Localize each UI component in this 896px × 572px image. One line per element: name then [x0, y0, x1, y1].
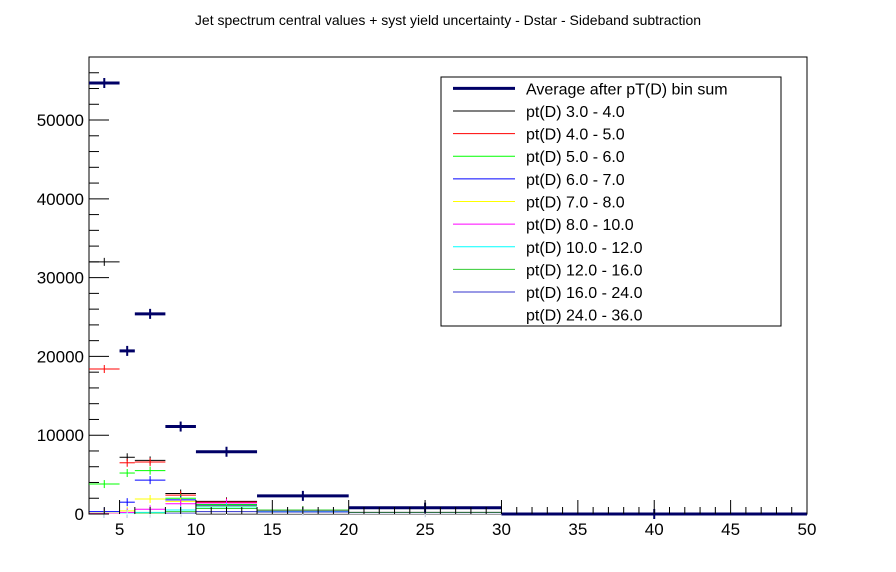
- legend-label: pt(D) 12.0 - 16.0: [526, 262, 643, 279]
- x-tick-label: 20: [339, 520, 358, 539]
- x-tick-label: 35: [568, 520, 587, 539]
- x-tick-label: 5: [115, 520, 124, 539]
- legend-label: pt(D) 6.0 - 7.0: [526, 172, 625, 189]
- x-tick-label: 40: [645, 520, 664, 539]
- y-tick-label: 50000: [37, 111, 84, 130]
- legend-label: pt(D) 8.0 - 10.0: [526, 217, 634, 234]
- legend-label: pt(D) 5.0 - 6.0: [526, 149, 625, 166]
- legend-label: pt(D) 4.0 - 5.0: [526, 127, 625, 144]
- legend-label: pt(D) 16.0 - 24.0: [526, 285, 643, 302]
- chart-title: Jet spectrum central values + syst yield…: [195, 12, 701, 28]
- legend: Average after pT(D) bin sum pt(D) 3.0 - 4…: [440, 76, 782, 327]
- x-tick-label: 10: [186, 520, 205, 539]
- x-tick-label: 30: [492, 520, 511, 539]
- legend-label: pt(D) 7.0 - 8.0: [526, 195, 625, 212]
- legend-label: pt(D) 10.0 - 12.0: [526, 240, 643, 257]
- y-tick-label: 40000: [37, 190, 84, 209]
- x-tick-label: 25: [416, 520, 435, 539]
- axes: 5 10 15 20 25 30 35 40 45 50 0 10000 20000 30000 40000…: [37, 56, 817, 539]
- y-tick-label: 30000: [37, 269, 84, 288]
- series-2: [89, 365, 807, 518]
- legend-label: pt(D) 3.0 - 4.0: [526, 104, 625, 121]
- series-3: [89, 466, 807, 518]
- legend-label: Average after pT(D) bin sum: [526, 81, 728, 98]
- x-tick-label: 15: [263, 520, 282, 539]
- legend-label: pt(D) 24.0 - 36.0: [526, 308, 643, 325]
- y-tick-label: 10000: [37, 426, 84, 445]
- x-tick-label: 45: [721, 520, 740, 539]
- y-tick-label: 0: [75, 505, 84, 524]
- x-tick-label: 50: [798, 520, 817, 539]
- y-tick-label: 20000: [37, 347, 84, 366]
